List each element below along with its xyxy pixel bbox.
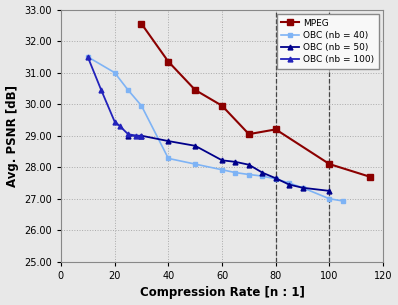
OBC (nb = 100) — [85, 55, 90, 59]
OBC (nb = 40) — [327, 197, 332, 201]
MPEG — [220, 104, 224, 108]
OBC (nb = 50) — [233, 160, 238, 164]
OBC (nb = 50) — [246, 163, 251, 167]
MPEG — [193, 88, 197, 92]
OBC (nb = 50) — [287, 183, 292, 186]
Line: OBC (nb = 40): OBC (nb = 40) — [86, 55, 345, 203]
OBC (nb = 50) — [166, 139, 171, 143]
Legend: MPEG, OBC (nb = 40), OBC (nb = 50), OBC (nb = 100): MPEG, OBC (nb = 40), OBC (nb = 50), OBC … — [277, 14, 378, 69]
OBC (nb = 50) — [273, 177, 278, 180]
OBC (nb = 40) — [139, 104, 144, 108]
OBC (nb = 40) — [112, 71, 117, 74]
OBC (nb = 40) — [300, 186, 305, 190]
OBC (nb = 100) — [139, 135, 144, 138]
OBC (nb = 50) — [260, 171, 265, 174]
OBC (nb = 50) — [139, 134, 144, 138]
MPEG — [327, 162, 332, 166]
OBC (nb = 40) — [193, 162, 197, 166]
OBC (nb = 40) — [260, 174, 265, 178]
Line: OBC (nb = 100): OBC (nb = 100) — [85, 54, 144, 139]
OBC (nb = 50) — [220, 159, 224, 162]
OBC (nb = 100) — [112, 120, 117, 123]
OBC (nb = 100) — [117, 124, 122, 128]
X-axis label: Compression Rate [n : 1]: Compression Rate [n : 1] — [140, 286, 304, 300]
OBC (nb = 40) — [233, 171, 238, 174]
Line: OBC (nb = 50): OBC (nb = 50) — [126, 133, 332, 193]
OBC (nb = 50) — [327, 189, 332, 193]
MPEG — [273, 127, 278, 131]
OBC (nb = 100) — [134, 134, 139, 138]
MPEG — [139, 22, 144, 26]
OBC (nb = 40) — [246, 173, 251, 176]
OBC (nb = 50) — [193, 144, 197, 148]
MPEG — [166, 60, 171, 63]
OBC (nb = 50) — [300, 186, 305, 190]
MPEG — [367, 175, 372, 178]
OBC (nb = 100) — [99, 88, 103, 92]
OBC (nb = 40) — [341, 199, 345, 203]
MPEG — [246, 132, 251, 136]
OBC (nb = 40) — [273, 177, 278, 181]
OBC (nb = 40) — [220, 168, 224, 172]
Line: MPEG: MPEG — [139, 21, 373, 179]
OBC (nb = 50) — [126, 134, 131, 138]
OBC (nb = 40) — [126, 88, 131, 92]
OBC (nb = 40) — [85, 55, 90, 59]
Y-axis label: Avg. PSNR [dB]: Avg. PSNR [dB] — [6, 85, 19, 187]
OBC (nb = 40) — [166, 156, 171, 160]
OBC (nb = 100) — [126, 132, 131, 136]
OBC (nb = 40) — [287, 181, 292, 185]
